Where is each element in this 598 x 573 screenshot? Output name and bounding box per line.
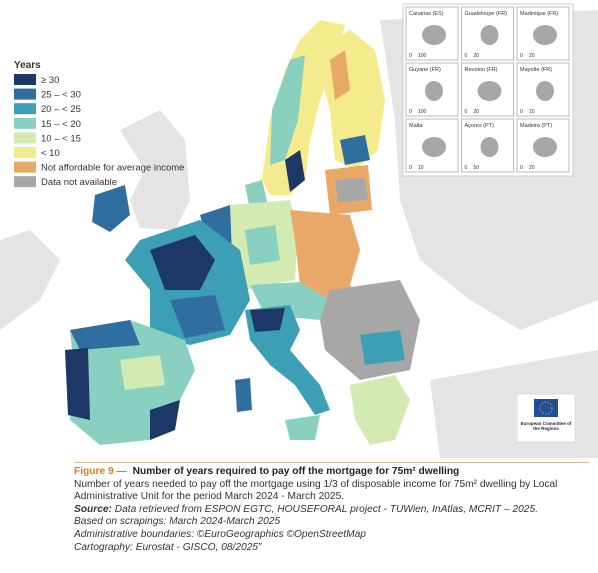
legend: Years≥ 30 25 – < 30 20 – < 25 15 – < 20 10 –… [14, 60, 184, 188]
legend-swatch [14, 117, 36, 129]
inset-land [422, 25, 446, 45]
legend-swatch [14, 88, 36, 100]
inset-land [533, 137, 557, 157]
legend-label: 20 – < 25 [41, 104, 81, 115]
region [150, 400, 180, 440]
region [285, 415, 320, 440]
legend-label: ≥ 30 [41, 75, 59, 86]
region [70, 320, 140, 350]
region [235, 378, 252, 412]
region [65, 348, 90, 420]
inset-label: Mayotte (FR) [520, 67, 552, 73]
inset-land [480, 137, 499, 157]
map: European Committee of the Regions Years≥… [0, 3, 598, 458]
source: Data retrieved from ESPON EGTC, HOUSEFOR… [114, 503, 538, 515]
inset-label: Reunion (FR) [465, 67, 498, 73]
region [335, 178, 368, 202]
region [120, 355, 165, 390]
region [150, 235, 215, 290]
inset-scale-end: 10 [529, 109, 535, 115]
inset-land [422, 137, 446, 157]
region [250, 308, 285, 332]
legend-swatch [14, 103, 36, 115]
inset-scale-start: 0 [465, 165, 468, 171]
region [170, 295, 225, 338]
land [120, 110, 190, 230]
inset-scale-end: 20 [529, 53, 535, 59]
inset-land [533, 25, 557, 45]
legend-swatch [14, 161, 36, 173]
logo-stars [539, 401, 553, 415]
region [360, 330, 405, 365]
note: Administrative boundaries: ©EuroGeograph… [74, 528, 366, 540]
note: Based on scrapings: March 2024-March 202… [74, 516, 281, 528]
inset-scale-end: 100 [418, 109, 427, 115]
region [350, 375, 410, 445]
caption-head: Figure 9 — Number of years required to pa… [74, 462, 589, 479]
logo-flag [534, 399, 558, 417]
caption: Figure 9 — Number of years required to pa… [74, 462, 589, 554]
figure-title: Number of years required to pay off the … [132, 466, 460, 477]
source-line: Source: Data retrieved from ESPON EGTC, … [74, 504, 589, 517]
inset-scale-start: 0 [520, 165, 523, 171]
inset-scale-start: 0 [409, 165, 412, 171]
inset-scale-end: 20 [474, 53, 480, 59]
region [330, 50, 350, 100]
inset-label: Açores (PT) [465, 123, 495, 129]
description: Number of years needed to pay off the mo… [74, 478, 558, 503]
inset-scale-end: 10 [418, 165, 424, 171]
inset-scale-start: 0 [520, 109, 523, 115]
inset-label: Canarias (ES) [409, 11, 444, 17]
region [245, 225, 280, 265]
inset-label: Malta [409, 123, 423, 129]
region [245, 305, 330, 415]
inset-scale-start: 0 [409, 109, 412, 115]
inset-scale-start: 0 [465, 53, 468, 59]
inset-frame [405, 6, 459, 61]
legend-swatch [14, 132, 36, 144]
inset-label: Guyane (FR) [409, 67, 441, 73]
region [270, 55, 305, 165]
logo-text: European Committee of the Regions [520, 421, 572, 431]
legend-label: 25 – < 30 [41, 90, 81, 101]
land [0, 230, 60, 330]
legend-label: < 10 [41, 148, 60, 159]
inset-scale-end: 100 [418, 53, 427, 59]
region [285, 150, 305, 192]
inset-scale-start: 0 [465, 109, 468, 115]
inset-scale-end: 20 [474, 109, 480, 115]
inset-scale-start: 0 [409, 53, 412, 59]
inset-land [477, 81, 502, 101]
logo-text-box: European Committee of the Regions [520, 421, 572, 431]
figure-number: Figure 9 — [74, 466, 127, 477]
region [290, 210, 360, 285]
inset-land [425, 81, 443, 101]
inset-label: Martinique (FR) [520, 11, 558, 17]
inset-land [536, 81, 554, 101]
note: Cartography: Eurostat - GISCO, 08/2025” [74, 541, 262, 553]
inset-scale-end: 50 [474, 165, 480, 171]
legend-label: 10 – < 15 [41, 133, 81, 144]
inset-land [480, 25, 499, 45]
legend-label: 15 – < 20 [41, 119, 81, 130]
inset-scale-start: 0 [520, 53, 523, 59]
legend-swatch [14, 147, 36, 158]
legend-swatch [14, 176, 36, 188]
legend-label: Data not available [41, 177, 117, 188]
inset-scale-end: 20 [529, 165, 535, 171]
legend-swatch [14, 74, 36, 85]
source-label: Source: [74, 503, 112, 515]
inset-label: Guadeloupe (FR) [465, 11, 508, 17]
region [340, 135, 370, 165]
legend-label: Not affordable for average income [41, 163, 184, 174]
region [92, 185, 130, 232]
inset-label: Madeira (PT) [520, 123, 552, 129]
legend-title: Years [14, 60, 41, 71]
